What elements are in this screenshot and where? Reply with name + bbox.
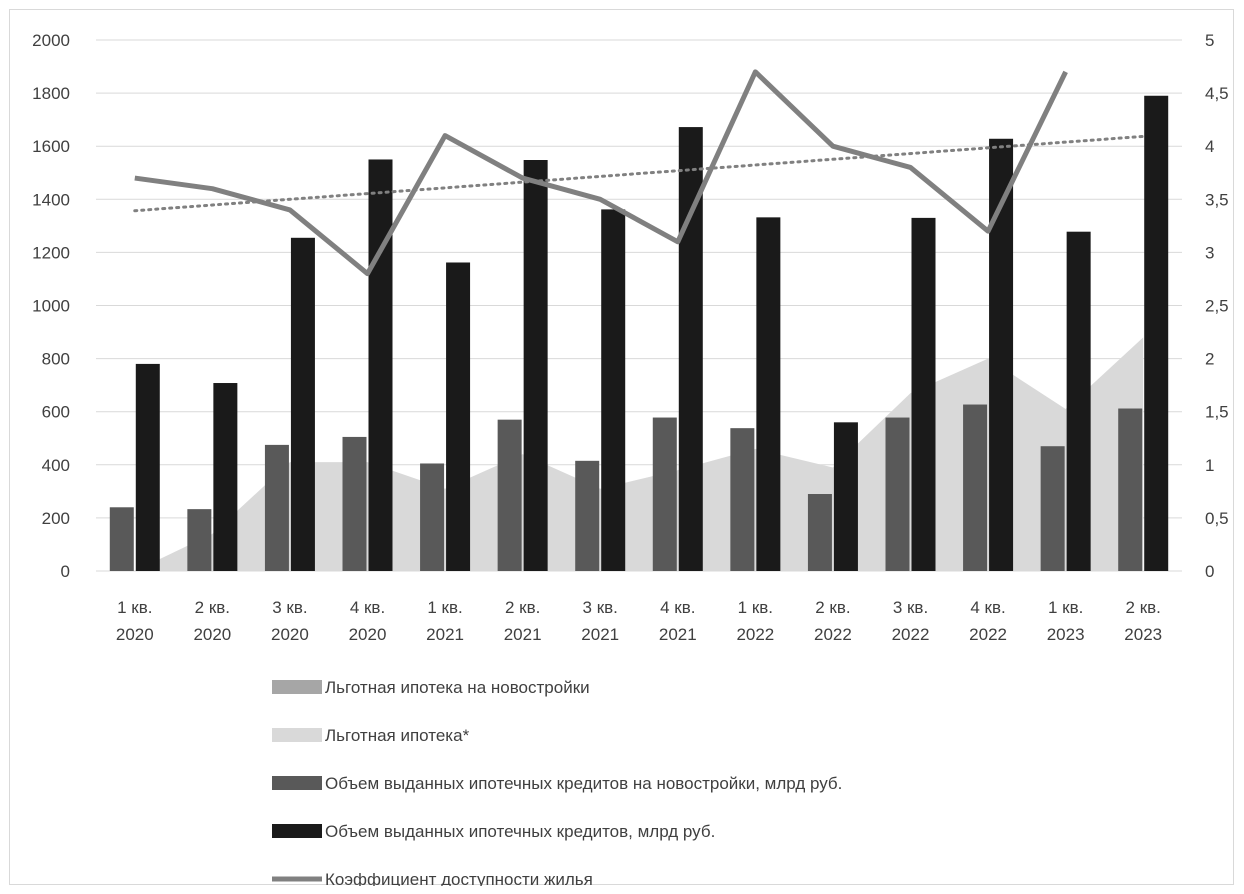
trendline (133, 134, 1145, 213)
bar-series-3 (911, 217, 936, 571)
x-tick-label: 2022 (969, 625, 1007, 644)
bar-series-2 (420, 463, 445, 571)
y-left-tick-label: 1000 (32, 297, 70, 316)
y-right-tick-label: 2,5 (1205, 297, 1229, 316)
y-right-tick-label: 0,5 (1205, 509, 1229, 528)
bar-series-3 (1144, 95, 1169, 571)
y-left-tick-label: 1600 (32, 137, 70, 156)
y-right-tick-label: 0 (1205, 562, 1214, 581)
y-right-tick-label: 3,5 (1205, 190, 1229, 209)
y-right-tick-label: 4,5 (1205, 84, 1229, 103)
x-tick-label: 2021 (504, 625, 542, 644)
y-left-tick-label: 800 (42, 350, 70, 369)
chart-svg: 0 200 400 600 800 1000 1200 1400 1600 1800 2000 0 0,… (32, 31, 1229, 886)
x-tick-label: 1 кв. (117, 598, 152, 617)
legend-swatch (272, 776, 322, 790)
x-tick-label: 1 кв. (1048, 598, 1083, 617)
x-tick-label: 2022 (892, 625, 930, 644)
bar-series-2 (342, 436, 367, 571)
x-tick-label: 3 кв. (583, 598, 618, 617)
bar-series-3 (756, 217, 781, 571)
legend-label: Коэффициент доступности жилья (325, 870, 593, 886)
x-tick-label: 2023 (1124, 625, 1162, 644)
x-tick-label: 2020 (271, 625, 309, 644)
x-tick-label: 2 кв. (815, 598, 850, 617)
y-right-tick-label: 2 (1205, 350, 1214, 369)
bar-series-2 (885, 417, 910, 571)
bar-series-2 (264, 444, 289, 571)
y-left-tick-label: 600 (42, 403, 70, 422)
legend-swatch (272, 824, 322, 838)
bar-series-2 (730, 428, 755, 571)
y-right-tick-label: 1,5 (1205, 403, 1229, 422)
x-tick-label: 1 кв. (427, 598, 462, 617)
y-left-tick-label: 1400 (32, 190, 70, 209)
x-tick-label: 4 кв. (970, 598, 1005, 617)
bar-series-3 (290, 237, 315, 572)
bar-series-3 (446, 262, 471, 571)
legend-label: Объем выданных ипотечных кредитов на нов… (325, 774, 842, 793)
y-left-tick-label: 200 (42, 509, 70, 528)
x-tick-label: 2021 (659, 625, 697, 644)
bar-series-2 (652, 417, 677, 571)
x-tick-label: 2023 (1047, 625, 1085, 644)
legend-label: Объем выданных ипотечных кредитов, млрд … (325, 822, 715, 841)
y-right-tick-label: 1 (1205, 456, 1214, 475)
y-right-tick-label: 3 (1205, 243, 1214, 262)
legend-label: Льготная ипотека на новостройки (325, 678, 590, 697)
bar-series-3 (523, 160, 548, 572)
x-tick-label: 3 кв. (893, 598, 928, 617)
y-left-tick-label: 2000 (32, 31, 70, 50)
y-left-tick-label: 0 (61, 562, 70, 581)
y-left-tick-label: 1200 (32, 243, 70, 262)
bar-series-2 (497, 419, 522, 571)
x-tick-label: 2022 (814, 625, 852, 644)
bar-series-3 (833, 422, 858, 571)
bar-series-3 (213, 383, 238, 571)
chart-frame: 0 200 400 600 800 1000 1200 1400 1600 1800 2000 0 0,… (9, 9, 1234, 886)
x-tick-label: 2020 (349, 625, 387, 644)
x-tick-label: 2022 (736, 625, 774, 644)
bar-series-2 (109, 507, 134, 571)
x-tick-label: 4 кв. (660, 598, 695, 617)
y-left-tick-label: 400 (42, 456, 70, 475)
bar-series-2 (1040, 446, 1065, 571)
legend-swatch (272, 728, 322, 742)
bar-series-2 (575, 460, 600, 571)
bar-series-2 (807, 494, 832, 571)
bar-series-3 (135, 363, 160, 571)
x-tick-label: 3 кв. (272, 598, 307, 617)
x-tick-label: 4 кв. (350, 598, 385, 617)
x-tick-label: 2021 (426, 625, 464, 644)
x-tick-label: 2020 (116, 625, 154, 644)
x-tick-label: 2020 (193, 625, 231, 644)
x-tick-label: 2 кв. (1126, 598, 1161, 617)
line-series-4 (134, 69, 1068, 277)
bar-series-2 (187, 509, 212, 571)
bar-series-2 (1118, 408, 1143, 571)
y-left-tick-label: 1800 (32, 84, 70, 103)
bar-series-3 (989, 138, 1014, 572)
x-tick-label: 2 кв. (505, 598, 540, 617)
x-tick-label: 1 кв. (738, 598, 773, 617)
legend-label: Льготная ипотека* (325, 726, 470, 745)
bar-series-3 (601, 209, 626, 572)
x-tick-label: 2021 (581, 625, 619, 644)
bar-series-2 (963, 404, 988, 571)
y-right-tick-label: 4 (1205, 137, 1214, 156)
bar-series-3 (1066, 231, 1091, 572)
legend-swatch (272, 680, 322, 694)
y-right-tick-label: 5 (1205, 31, 1214, 50)
x-tick-label: 2 кв. (195, 598, 230, 617)
bar-series-3 (368, 159, 393, 571)
